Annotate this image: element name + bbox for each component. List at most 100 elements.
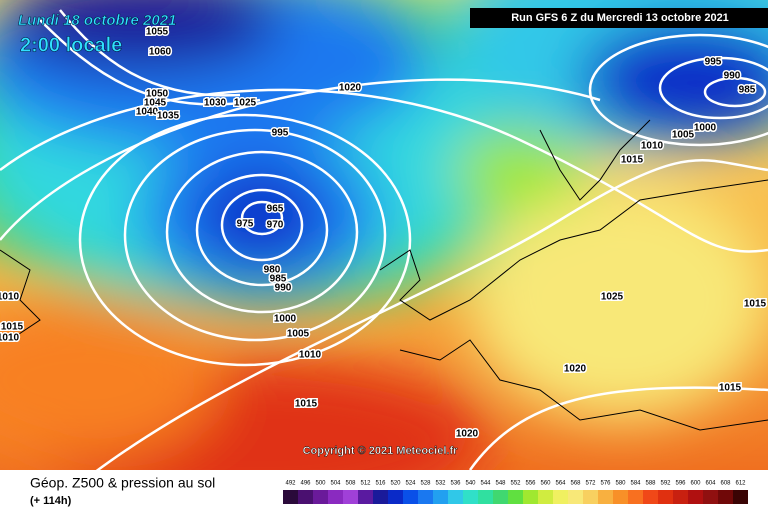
legend-label: 600 [690, 481, 701, 487]
isobar-label: 1015 [621, 155, 644, 166]
copyright: Copyright © 2021 Meteociel.fr [303, 445, 459, 457]
legend-swatch [388, 490, 403, 504]
footer-subtitle: (+ 114h) [30, 495, 72, 507]
header: Lundi 18 octobre 2021 2:00 locale Run GF… [18, 8, 768, 57]
legend-label: 500 [315, 481, 326, 487]
legend-swatch [298, 490, 313, 504]
legend-label: 608 [720, 481, 731, 487]
legend-label: 496 [300, 481, 311, 487]
isobar-label: 1000 [274, 314, 297, 325]
legend-label: 492 [285, 481, 296, 487]
legend-label: 572 [585, 481, 596, 487]
isobar-label: 975 [237, 219, 254, 230]
legend-swatch [658, 490, 673, 504]
legend-swatch [688, 490, 703, 504]
isobar-label: 1015 [1, 322, 24, 333]
legend-swatch [358, 490, 373, 504]
legend-swatch [283, 490, 298, 504]
isobar-label: 1020 [564, 364, 587, 375]
legend-swatch [718, 490, 733, 504]
isobar-label: 1010 [641, 141, 664, 152]
legend-swatch [673, 490, 688, 504]
legend-swatch [733, 490, 748, 504]
isobar-label: 990 [275, 283, 292, 294]
legend-swatch [328, 490, 343, 504]
legend-label: 556 [525, 481, 536, 487]
legend-label: 552 [510, 481, 521, 487]
isobar-label: 1040 [136, 107, 159, 118]
legend-swatch [553, 490, 568, 504]
isobar-label: 1020 [456, 429, 479, 440]
legend-swatch [583, 490, 598, 504]
color-legend: 492 496 500 504 508 512 516 520 524 528 532 536 540 5… [283, 481, 748, 504]
legend-label: 524 [405, 481, 416, 487]
isobar-label: 1035 [157, 111, 180, 122]
isobar-label: 1015 [295, 399, 318, 410]
isobar-label: 1005 [287, 329, 310, 340]
legend-swatch [703, 490, 718, 504]
legend-swatch [538, 490, 553, 504]
time: 2:00 locale [20, 34, 122, 56]
legend-label: 516 [375, 481, 386, 487]
isobar-label: 990 [724, 71, 741, 82]
legend-swatch [478, 490, 493, 504]
legend-label: 596 [675, 481, 686, 487]
footer-title: Géop. Z500 & pression au sol [30, 475, 215, 491]
legend-swatch [598, 490, 613, 504]
legend-swatch [628, 490, 643, 504]
isobar-label: 1010 [0, 292, 20, 303]
isobar-label: 1025 [234, 98, 257, 109]
legend-label: 592 [660, 481, 671, 487]
legend-swatch [463, 490, 478, 504]
legend-swatch [343, 490, 358, 504]
legend-swatch [418, 490, 433, 504]
isobar-label: 985 [270, 274, 287, 285]
legend-label: 604 [705, 481, 716, 487]
isobar-label: 985 [739, 85, 756, 96]
isobar-lines [0, 9, 768, 501]
legend-label: 560 [540, 481, 551, 487]
legend-label: 568 [570, 481, 581, 487]
date: Lundi 18 octobre 2021 [18, 12, 176, 29]
legend-label: 540 [465, 481, 476, 487]
legend-label: 532 [435, 481, 446, 487]
legend-label: 512 [360, 481, 371, 487]
isobar-label: 1015 [744, 299, 767, 310]
isobar-label: 995 [705, 57, 722, 68]
isobar-label: 1005 [672, 130, 695, 141]
run-box [470, 8, 768, 28]
legend-label: 580 [615, 481, 626, 487]
legend-label: 584 [630, 481, 641, 487]
isobar-label: 1010 [299, 350, 322, 361]
legend-label: 544 [480, 481, 491, 487]
legend-label: 520 [390, 481, 401, 487]
legend-swatch [433, 490, 448, 504]
legend-swatch [403, 490, 418, 504]
run-info: Run GFS 6 Z du Mercredi 13 octobre 2021 [511, 12, 729, 24]
isobar-label: 1025 [601, 292, 624, 303]
legend-label: 504 [330, 481, 341, 487]
isobar-label: 965 [267, 204, 284, 215]
isobar-label: 1000 [694, 123, 717, 134]
isobar-label: 995 [272, 128, 289, 139]
isobar-label: 980 [264, 265, 281, 276]
isobar-label: 1060 [149, 47, 172, 58]
legend-swatch [508, 490, 523, 504]
legend-label: 548 [495, 481, 506, 487]
legend-label: 612 [735, 481, 746, 487]
legend-swatch [613, 490, 628, 504]
legend-label: 508 [345, 481, 356, 487]
legend-label: 536 [450, 481, 461, 487]
legend-label: 576 [600, 481, 611, 487]
isobar-label: 1015 [719, 383, 742, 394]
isobar-label: 1055 [146, 27, 169, 38]
legend-swatch [373, 490, 388, 504]
legend-swatch [448, 490, 463, 504]
isobar-label: 970 [267, 220, 284, 231]
isobar-label: 1050 [146, 89, 169, 100]
legend-swatch [493, 490, 508, 504]
legend-swatch [643, 490, 658, 504]
legend-label: 528 [420, 481, 431, 487]
